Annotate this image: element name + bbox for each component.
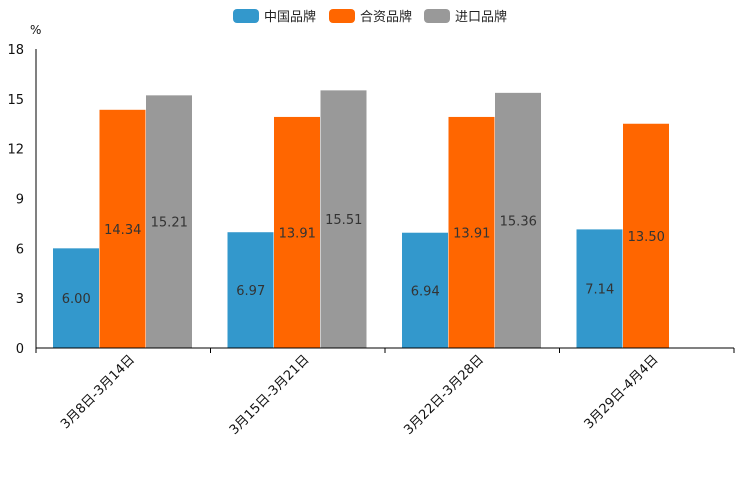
- bar: [146, 95, 192, 348]
- bar: [53, 248, 99, 348]
- legend: 中国品牌 合资品牌 进口品牌: [233, 9, 507, 25]
- x-tick-label: 3月29日-4月4日: [582, 352, 662, 432]
- data-label: 6.97: [236, 284, 265, 299]
- bars: 6.00 14.34 15.21 6.97 13.91 15.51 6.94 13.91 15.…: [53, 90, 669, 349]
- y-tick-label: 6: [16, 242, 24, 257]
- legend-swatch: [424, 9, 450, 23]
- y-tick-label: 18: [7, 43, 24, 58]
- data-label: 13.91: [453, 226, 490, 241]
- bar: [623, 123, 669, 348]
- data-label: 13.50: [628, 230, 665, 245]
- legend-swatch: [329, 9, 355, 23]
- bar: [99, 109, 146, 349]
- y-tick-label: 0: [16, 342, 24, 357]
- bar: [448, 116, 495, 348]
- y-axis: 0 3 6 9 12 15 18: [7, 43, 37, 357]
- data-label: 7.14: [585, 283, 614, 298]
- x-tick-label: 3月22日-3月28日: [401, 352, 487, 438]
- data-label: 6.94: [411, 284, 440, 299]
- y-tick-label: 15: [7, 93, 24, 108]
- x-axis: 3月8日-3月14日 3月15日-3月21日 3月22日-3月28日 3月29日-4月…: [35, 347, 735, 438]
- y-tick-label: 12: [7, 143, 24, 158]
- data-label: 6.00: [62, 292, 91, 307]
- data-label: 15.51: [325, 213, 362, 228]
- bar: [274, 116, 320, 348]
- data-label: 15.36: [500, 214, 537, 229]
- bar: [227, 232, 274, 348]
- y-tick-label: 9: [16, 193, 24, 208]
- data-label: 15.21: [151, 216, 188, 231]
- legend-label: 进口品牌: [455, 9, 507, 25]
- legend-label: 合资品牌: [360, 9, 412, 25]
- data-label: 14.34: [104, 223, 141, 238]
- legend-swatch: [233, 9, 259, 23]
- data-label: 13.91: [279, 226, 316, 241]
- y-axis-unit: %: [30, 23, 41, 37]
- x-tick-label: 3月8日-3月14日: [58, 352, 138, 432]
- y-tick-label: 3: [16, 292, 24, 307]
- x-tick-label: 3月15日-3月21日: [227, 352, 313, 438]
- bar: [576, 229, 623, 348]
- bar: [495, 92, 541, 348]
- bar: [320, 90, 367, 348]
- bar: [402, 232, 448, 348]
- legend-label: 中国品牌: [264, 9, 316, 25]
